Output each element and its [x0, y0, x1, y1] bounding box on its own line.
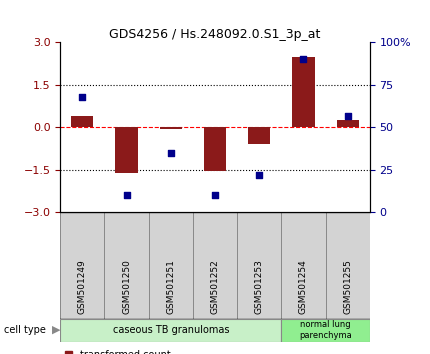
Bar: [204, 127, 226, 171]
Point: [79, 94, 86, 100]
Bar: [160, 127, 182, 129]
Text: ▶: ▶: [52, 325, 60, 335]
Point: [256, 172, 263, 178]
Point: [167, 150, 174, 156]
Text: caseous TB granulomas: caseous TB granulomas: [113, 325, 229, 335]
Text: GSM501249: GSM501249: [78, 259, 87, 314]
Text: GSM501250: GSM501250: [122, 259, 131, 314]
Bar: [337, 120, 359, 127]
Point: [123, 193, 130, 198]
Bar: [281, 319, 370, 342]
Legend: transformed count, percentile rank within the sample: transformed count, percentile rank withi…: [65, 350, 245, 354]
Text: GSM501255: GSM501255: [343, 259, 352, 314]
Text: GSM501252: GSM501252: [211, 259, 219, 314]
Point: [300, 57, 307, 62]
Point: [212, 193, 218, 198]
Text: GSM501254: GSM501254: [299, 259, 308, 314]
Bar: [116, 127, 138, 173]
Point: [344, 113, 351, 118]
Text: GSM501251: GSM501251: [166, 259, 175, 314]
Text: GSM501253: GSM501253: [255, 259, 264, 314]
Bar: [60, 319, 281, 342]
Bar: [71, 116, 93, 127]
Bar: [248, 127, 270, 144]
Title: GDS4256 / Hs.248092.0.S1_3p_at: GDS4256 / Hs.248092.0.S1_3p_at: [109, 28, 321, 41]
Text: normal lung
parenchyma: normal lung parenchyma: [299, 320, 352, 340]
Bar: [292, 57, 314, 127]
Text: cell type: cell type: [4, 325, 46, 335]
